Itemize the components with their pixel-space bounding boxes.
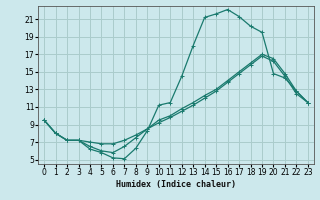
X-axis label: Humidex (Indice chaleur): Humidex (Indice chaleur) [116,180,236,189]
